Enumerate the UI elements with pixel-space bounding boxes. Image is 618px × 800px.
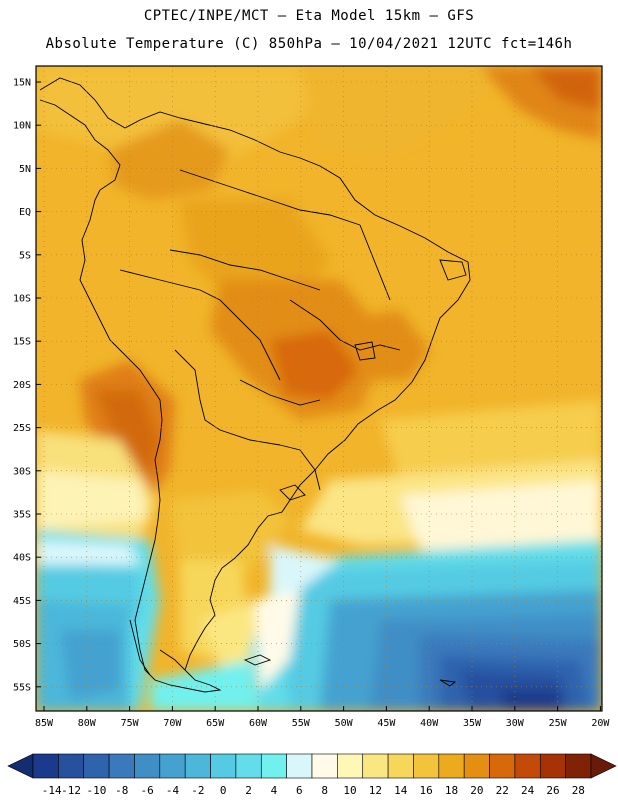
- lat-label: 15S: [13, 337, 31, 348]
- lat-label: 15N: [13, 78, 31, 89]
- lon-label: 45W: [377, 718, 396, 729]
- lon-label: 85W: [35, 718, 54, 729]
- colorbar-swatch: [134, 753, 161, 779]
- lat-label: 10S: [13, 294, 31, 305]
- colorbar-swatch: [463, 753, 490, 779]
- lon-label: 25W: [549, 718, 568, 729]
- latitude-labels: 15N 10N 5N EQ 5S 10S 15S 20S 25S 30S 35S 40S 45S 50S 5…: [13, 78, 31, 694]
- title-line-2: Absolute Temperature (C) 850hPa – 10/04/…: [45, 36, 573, 52]
- colorbar-swatch: [159, 753, 186, 779]
- colorbar-label: 8: [321, 784, 328, 797]
- lon-label: 35W: [463, 718, 482, 729]
- colorbar-label: -10: [86, 784, 106, 797]
- colorbar-label: -2: [191, 784, 204, 797]
- colorbar-label: 20: [470, 784, 483, 797]
- colorbar-swatch: [413, 753, 440, 779]
- lat-label: 10N: [13, 121, 31, 132]
- colorbar-label: 0: [220, 784, 227, 797]
- colorbar-label: 2: [245, 784, 252, 797]
- lat-label: 50S: [13, 639, 31, 650]
- colorbar-label: -12: [61, 784, 81, 797]
- colorbar-swatch: [235, 753, 262, 779]
- colorbar-swatch: [362, 753, 389, 779]
- colorbar-swatch: [565, 753, 592, 779]
- lon-label: 80W: [78, 718, 97, 729]
- lon-label: 75W: [121, 718, 140, 729]
- colorbar-label: 12: [369, 784, 382, 797]
- colorbar-swatch: [260, 753, 287, 779]
- colorbar-label: 22: [496, 784, 509, 797]
- colorbar-swatch: [311, 753, 338, 779]
- colorbar-swatch: [489, 753, 516, 779]
- colorbar-underflow-arrow: [7, 753, 34, 779]
- lon-label: 70W: [163, 718, 182, 729]
- colorbar-label: -4: [166, 784, 180, 797]
- lat-label: 5N: [19, 164, 31, 175]
- colorbar-label: 28: [572, 784, 585, 797]
- colorbar-swatch: [32, 753, 59, 779]
- colorbar-label: 26: [546, 784, 559, 797]
- colorbar-swatch: [58, 753, 85, 779]
- colorbar-swatch: [108, 753, 135, 779]
- lat-label: 30S: [13, 466, 31, 477]
- lon-label: 30W: [506, 718, 525, 729]
- lon-label: 40W: [420, 718, 439, 729]
- lat-label: 35S: [13, 510, 31, 521]
- colorbar-label: 14: [394, 784, 408, 797]
- colorbar-label: 4: [271, 784, 278, 797]
- colorbar-swatch: [539, 753, 566, 779]
- colorbar-label: -6: [141, 784, 154, 797]
- lon-label: 60W: [249, 718, 268, 729]
- lat-label: 40S: [13, 553, 31, 564]
- temperature-map: [36, 66, 602, 711]
- colorbar-swatch: [83, 753, 110, 779]
- color-legend: -14 -12 -10 -8 -6 -4 -2 0 2 4 6 8 10 12 14 16 18 20 22 24 26…: [7, 753, 617, 797]
- longitude-labels: 85W 80W 75W 70W 65W 60W 55W 50W 45W 40W 35W 30W 25W 2…: [35, 718, 610, 729]
- lat-label: 55S: [13, 682, 31, 693]
- colorbar-label: 18: [445, 784, 458, 797]
- colorbar-label: 10: [343, 784, 356, 797]
- colorbar-overflow-arrow: [590, 753, 617, 779]
- colorbar-swatch: [387, 753, 414, 779]
- colorbar-label: -8: [115, 784, 128, 797]
- map-frame: [35, 65, 603, 712]
- colorbar-swatch: [514, 753, 541, 779]
- lon-label: 50W: [335, 718, 354, 729]
- colorbar-label: -14: [42, 784, 62, 797]
- colorbar-swatch: [337, 753, 364, 779]
- lat-label: 5S: [19, 250, 31, 261]
- lat-label: 45S: [13, 596, 31, 607]
- lat-label: 25S: [13, 423, 31, 434]
- lon-label: 55W: [292, 718, 311, 729]
- lat-label: 20S: [13, 380, 31, 391]
- colorbar-swatch: [286, 753, 313, 779]
- lon-label: 65W: [206, 718, 225, 729]
- colorbar-swatch: [210, 753, 237, 779]
- lon-label: 20W: [591, 718, 610, 729]
- title-line-1: CPTEC/INPE/MCT – Eta Model 15km – GFS: [143, 8, 475, 24]
- colorbar-swatch: [438, 753, 465, 779]
- colorbar-label: 24: [521, 784, 535, 797]
- colorbar-label: 16: [420, 784, 433, 797]
- colorbar-label: 6: [296, 784, 303, 797]
- lat-label: EQ: [19, 207, 31, 218]
- colorbar-swatch: [184, 753, 211, 779]
